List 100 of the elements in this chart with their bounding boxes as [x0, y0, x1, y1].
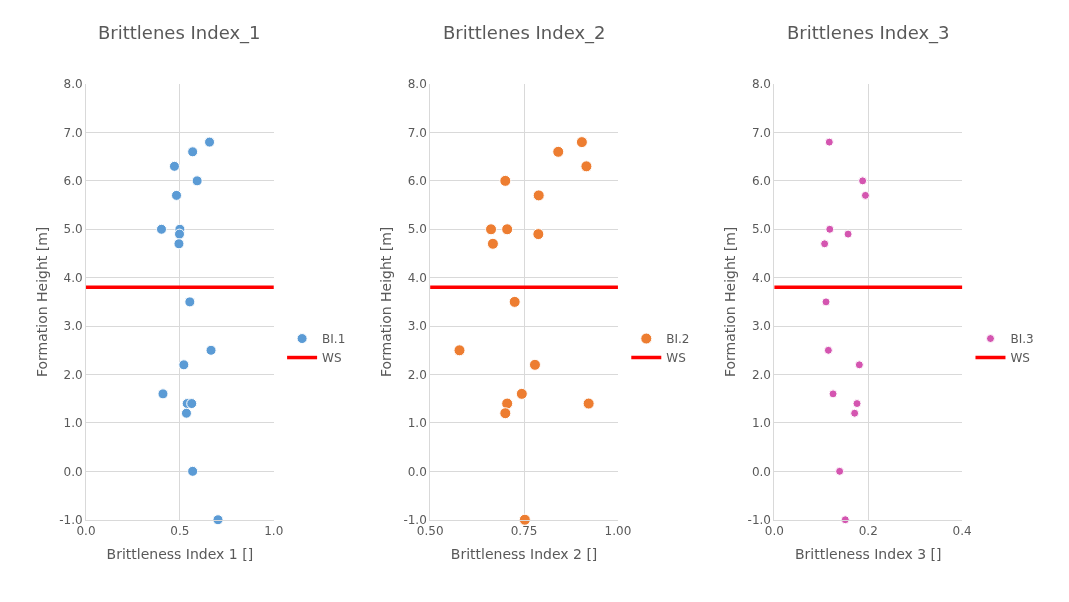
point [187, 146, 199, 158]
chart-title: Brittlenes Index_1 [98, 22, 261, 44]
y-tick-label: 6.0 [63, 174, 83, 189]
point [204, 136, 216, 148]
point [157, 388, 169, 400]
y-tick-label: 2.0 [407, 367, 427, 382]
y-tick-label: -1.0 [403, 512, 427, 527]
point [168, 160, 180, 172]
legend-label: WS [322, 351, 342, 366]
point [171, 189, 182, 201]
point [453, 344, 466, 357]
y-tick-label: 1.0 [751, 416, 771, 431]
y-tick-label: 4.0 [407, 270, 427, 285]
point [828, 389, 838, 399]
x-tick-label: 0.5 [170, 524, 190, 539]
point [820, 239, 830, 249]
point [835, 466, 845, 476]
y-tick-label: 3.0 [407, 319, 427, 334]
point [582, 397, 595, 410]
point [173, 238, 185, 250]
point [840, 515, 850, 525]
y-tick-label: 3.0 [63, 319, 83, 334]
y-tick-label: 5.0 [63, 222, 83, 237]
point [843, 229, 853, 239]
y-tick-label: 1.0 [63, 416, 83, 431]
point [823, 345, 833, 355]
x-tick-label: 0.4 [952, 524, 972, 539]
point [501, 223, 514, 236]
point [205, 344, 217, 356]
point [186, 398, 198, 410]
y-axis-title: Formation Height [m] [377, 226, 394, 378]
y-tick-label: -1.0 [747, 512, 771, 527]
point [518, 513, 531, 526]
y-tick-label: 2.0 [63, 367, 83, 382]
point [499, 407, 512, 420]
y-tick-label: 8.0 [751, 77, 771, 92]
x-tick-label: 1.0 [264, 524, 284, 539]
y-tick-label: 2.0 [751, 367, 771, 382]
chart-title: Brittlenes Index_2 [443, 22, 606, 44]
point [174, 228, 185, 240]
y-tick-label: 0.0 [407, 464, 427, 479]
point [499, 174, 512, 187]
y-tick-label: 6.0 [407, 174, 427, 189]
point [532, 228, 545, 241]
point [575, 136, 588, 149]
point [824, 137, 834, 147]
point [858, 176, 868, 186]
point [860, 190, 870, 200]
point [552, 145, 565, 158]
legend-label: BI.2 [666, 332, 690, 347]
y-tick-label: 7.0 [407, 125, 427, 140]
legend-label: WS [1010, 351, 1030, 366]
point [515, 387, 528, 400]
point [191, 175, 203, 187]
y-axis-title: Formation Height [m] [722, 226, 739, 378]
point [155, 223, 167, 235]
point [825, 224, 835, 234]
point [532, 189, 545, 202]
legend-label: WS [666, 351, 686, 366]
x-axis-title: Brittleness Index 2 [] [450, 546, 598, 563]
y-tick-label: 7.0 [63, 125, 83, 140]
x-tick-label: 0.50 [416, 524, 444, 539]
x-tick-label: 0.75 [510, 524, 538, 539]
point [852, 399, 862, 409]
x-axis-title: Brittleness Index 3 [] [794, 546, 942, 563]
y-tick-label: 5.0 [751, 222, 771, 237]
point [501, 397, 514, 410]
y-tick-label: -1.0 [59, 512, 83, 527]
x-tick-label: 0.2 [858, 524, 878, 539]
point [212, 514, 224, 526]
y-tick-label: 4.0 [63, 270, 83, 285]
point [508, 295, 521, 308]
y-tick-label: 8.0 [63, 77, 83, 92]
point [180, 407, 192, 419]
y-axis-title: Formation Height [m] [33, 226, 50, 378]
x-tick-label: 0.0 [76, 524, 96, 539]
y-tick-label: 1.0 [407, 416, 427, 431]
point [854, 360, 864, 370]
y-tick-label: 6.0 [751, 174, 771, 189]
point [528, 358, 541, 371]
point [184, 296, 196, 308]
y-tick-label: 4.0 [751, 270, 771, 285]
y-tick-label: 5.0 [407, 222, 427, 237]
y-tick-label: 0.0 [63, 464, 83, 479]
x-tick-label: 1.00 [604, 524, 632, 539]
y-tick-label: 3.0 [751, 319, 771, 334]
x-tick-label: 0.0 [764, 524, 784, 539]
y-tick-label: 8.0 [407, 77, 427, 92]
legend-label: BI.1 [322, 332, 346, 347]
legend-label: BI.3 [1010, 332, 1034, 347]
point [486, 237, 499, 250]
point [485, 223, 498, 236]
point [178, 359, 190, 371]
chart-title: Brittlenes Index_3 [787, 22, 950, 44]
point [187, 465, 199, 477]
point [580, 160, 593, 173]
y-tick-label: 7.0 [751, 125, 771, 140]
y-tick-label: 0.0 [751, 464, 771, 479]
point [821, 297, 831, 307]
point [850, 408, 860, 418]
